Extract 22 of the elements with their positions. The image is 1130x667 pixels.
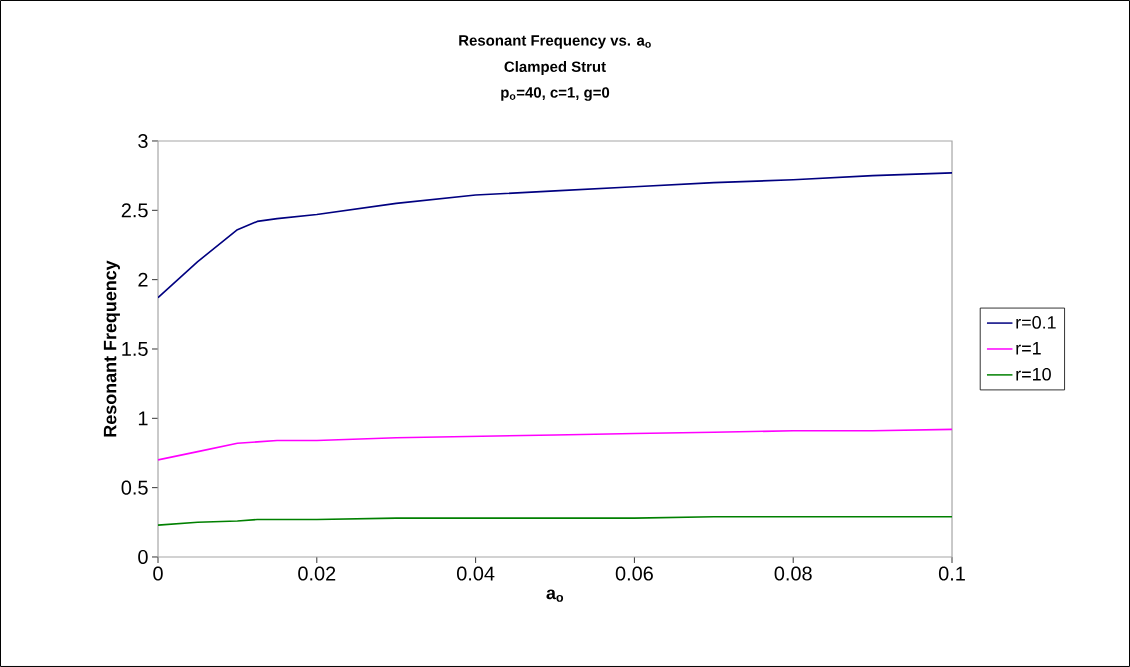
y-tick-label: 0 (138, 549, 148, 565)
legend-label: r=0.1 (1016, 316, 1056, 329)
x-tick-label: 0.04 (457, 566, 495, 581)
y-tick-label: 3 (138, 133, 148, 149)
chart-subtitle: Clamped Strut (504, 61, 606, 75)
x-tick-label: 0.06 (615, 566, 653, 581)
x-tick-label: 0.08 (774, 566, 812, 581)
legend-label: r=1 (1016, 342, 1041, 355)
chart-title: Resonant Frequency vs. a$_{o}$ (459, 35, 651, 49)
legend-label: r=10 (1016, 367, 1051, 381)
y-tick-label: 1.5 (122, 342, 148, 356)
y-tick-label: 2 (138, 272, 148, 287)
x-axis-title: a$_{o}$ (546, 589, 564, 602)
x-tick-label: 0.1 (938, 566, 965, 581)
y-tick-label: 2.5 (121, 203, 148, 218)
text: p$_{o}$=40, c=1, g=0 (501, 87, 610, 101)
x-tick-label: 0 (153, 566, 163, 581)
y-axis-title: Resonant Frequency (103, 260, 120, 437)
y-tick-label: 1 (138, 411, 148, 426)
x-tick-label: 0.02 (298, 566, 336, 581)
y-tick-label: 0.5 (121, 480, 148, 495)
line-series (158, 172, 953, 299)
